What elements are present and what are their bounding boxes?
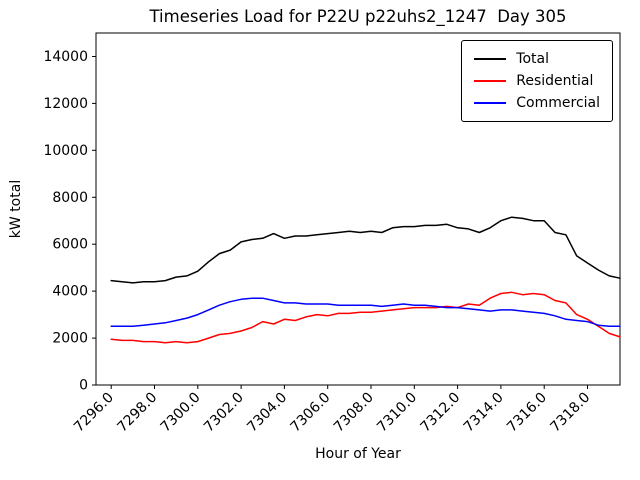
x-tick-label: 7302.0 [201, 390, 247, 436]
legend-item-total: Total [474, 48, 600, 70]
total-line-swatch [474, 58, 507, 60]
x-tick-label: 7300.0 [158, 390, 204, 436]
y-tick-label: 0 [79, 378, 88, 394]
chart-title: Timeseries Load for P22U p22uhs2_1247 Da… [149, 7, 567, 26]
legend-item-commercial: Commercial [474, 92, 600, 114]
legend-label-total: Total [516, 50, 549, 67]
y-tick-label: 2000 [52, 331, 88, 347]
x-tick-label: 7304.0 [244, 390, 290, 436]
x-axis-label: Hour of Year [315, 446, 401, 462]
series-commercial-line [110, 297, 621, 328]
axis-ticks [92, 56, 588, 389]
legend-label-residential: Residential [516, 72, 594, 89]
y-tick-label: 6000 [52, 237, 88, 253]
plot-area [95, 32, 621, 386]
x-tick-label: 7314.0 [461, 390, 507, 436]
x-tick-label: 7306.0 [288, 390, 334, 436]
legend-label-commercial: Commercial [516, 94, 600, 111]
x-tick-label: 7296.0 [71, 390, 117, 436]
x-tick-label: 7310.0 [374, 390, 420, 436]
x-tick-label: 7312.0 [417, 390, 463, 436]
x-tick-label: 7318.0 [547, 390, 593, 436]
y-tick-label: 14000 [43, 49, 88, 65]
y-tick-label: 8000 [52, 190, 88, 206]
y-axis-label: kW total [8, 180, 24, 238]
series-lines [110, 216, 621, 344]
x-tick-label: 7308.0 [331, 390, 377, 436]
series-residential-line [110, 291, 621, 344]
x-tick-label: 7298.0 [114, 390, 160, 436]
commercial-line-swatch [474, 102, 507, 104]
y-tick-label: 12000 [43, 96, 88, 112]
legend: Total Residential Commercial [461, 40, 613, 122]
y-tick-label: 10000 [43, 143, 88, 159]
x-tick-label: 7316.0 [504, 390, 550, 436]
series-total-line [110, 216, 621, 284]
residential-line-swatch [474, 80, 507, 82]
legend-item-residential: Residential [474, 70, 600, 92]
y-tick-label: 4000 [52, 284, 88, 300]
